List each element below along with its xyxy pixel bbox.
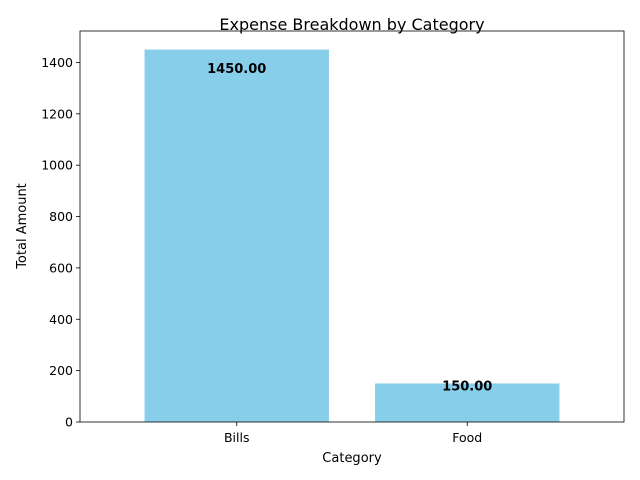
y-tick-label-0: 0: [65, 415, 73, 430]
bar-food: [375, 383, 560, 422]
bars: [144, 49, 560, 422]
x-axis-label: Category: [322, 451, 382, 466]
value-labels: 1450.00 150.00: [207, 62, 492, 394]
y-tick-label-600: 600: [49, 260, 73, 275]
y-tick-label-400: 400: [49, 312, 73, 327]
y-tick-label-1200: 1200: [41, 106, 73, 121]
x-tick-label-food: Food: [452, 430, 482, 445]
y-tick-label-200: 200: [49, 363, 73, 378]
plot-frame: [79, 30, 625, 423]
x-tick-label-bills: Bills: [224, 430, 250, 445]
y-axis-ticks: 0 200 400 600 800 1000 1200 1400: [41, 55, 80, 430]
value-label-food: 150.00: [442, 379, 492, 394]
value-label-bills: 1450.00: [207, 62, 266, 77]
x-axis-ticks: Bills Food: [224, 422, 482, 445]
y-tick-label-1000: 1000: [41, 158, 73, 173]
y-tick-label-1400: 1400: [41, 55, 73, 70]
chart-title: Expense Breakdown by Category: [219, 15, 484, 34]
y-axis-label: Total Amount: [15, 183, 30, 270]
y-tick-label-800: 800: [49, 209, 73, 224]
bar-bills: [144, 49, 329, 422]
